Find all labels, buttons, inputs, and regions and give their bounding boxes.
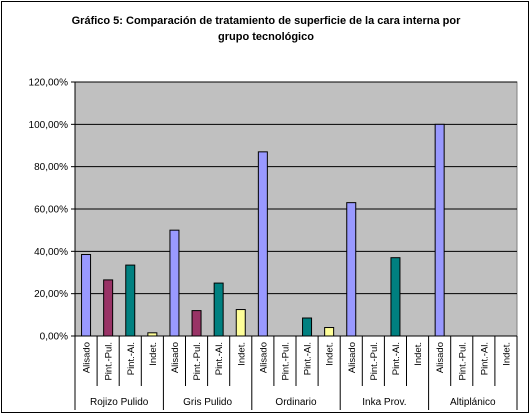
group-label: Gris Pulido (183, 397, 232, 408)
bar (346, 202, 357, 337)
y-tick-label: 40,00% (34, 247, 68, 258)
category-label: Pint.-Al. (214, 342, 225, 375)
category-label: Pint.-Pul. (280, 342, 291, 381)
y-tick-label: 80,00% (34, 162, 68, 173)
y-tick-label: 100,00% (29, 120, 69, 131)
category-label: Indet. (413, 342, 424, 366)
bar (191, 310, 202, 337)
bar (213, 282, 224, 337)
category-label: Pint.-Al. (126, 342, 137, 375)
category-label: Indet. (325, 342, 336, 366)
y-tick-label: 60,00% (34, 205, 68, 216)
bar (125, 264, 136, 337)
category-label: Indet. (148, 342, 159, 366)
bar (235, 309, 246, 337)
category-label: Pint.-Pul. (369, 342, 380, 381)
bar (81, 254, 92, 337)
category-label: Pint.-Pul. (192, 342, 203, 381)
bar (257, 151, 268, 337)
category-label: Pint.-Al. (303, 342, 314, 375)
category-label: Indet. (236, 342, 247, 366)
category-label: Alisado (258, 342, 269, 373)
y-tick-label: 20,00% (34, 289, 68, 300)
category-label: Indet. (501, 342, 512, 366)
chart-title-line-2: grupo tecnológico (218, 31, 314, 43)
category-label: Pint.-Al. (479, 342, 490, 375)
y-tick-label: 0,00% (40, 332, 68, 343)
bar (169, 229, 180, 337)
group-label: Rojizo Pulido (90, 397, 149, 408)
chart-title-line-1: Gráfico 5: Comparación de tratamiento de… (72, 15, 461, 27)
y-tick-label: 120,00% (29, 78, 69, 89)
group-label: Altiplánico (450, 397, 496, 408)
bar (434, 123, 445, 337)
category-label: Pint.-Pul. (104, 342, 115, 381)
category-label: Pint.-Pul. (457, 342, 468, 381)
bar (324, 327, 335, 337)
bar (103, 279, 114, 337)
group-label: Inka Prov. (362, 397, 406, 408)
category-label: Pint.-Al. (391, 342, 402, 375)
plot-area: 0,00% 20,00% 40,00% 60,00% 80,00% 100,00% 120,… (29, 78, 518, 410)
category-label: Alisado (82, 342, 93, 373)
bar (390, 257, 401, 337)
category-label: Alisado (347, 342, 358, 373)
group-label: Ordinario (275, 397, 317, 408)
category-label: Alisado (170, 342, 181, 373)
category-label: Alisado (435, 342, 446, 373)
bar (302, 317, 313, 337)
bar (147, 332, 158, 337)
